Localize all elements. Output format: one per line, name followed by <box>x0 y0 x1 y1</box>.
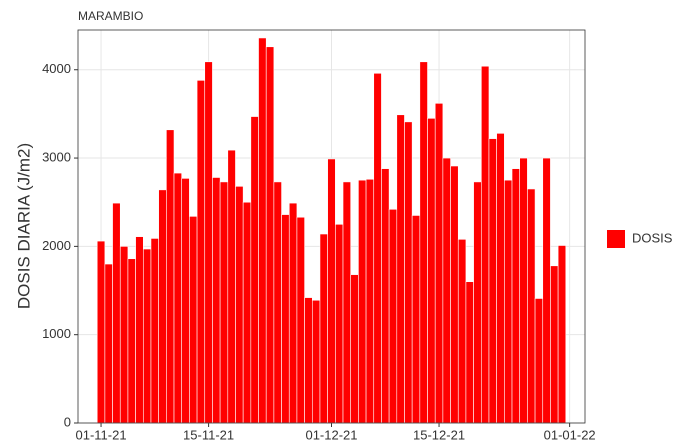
bar <box>427 118 436 424</box>
bar <box>296 216 305 424</box>
bar <box>304 297 313 424</box>
chart-title: MARAMBIO <box>78 9 143 23</box>
bar <box>127 258 136 424</box>
bar <box>219 181 229 424</box>
bar <box>204 61 213 424</box>
bar <box>227 149 236 424</box>
bar <box>457 239 467 424</box>
bar <box>166 129 175 424</box>
bar <box>373 72 382 424</box>
bar <box>281 214 290 424</box>
bar <box>135 236 144 424</box>
bar <box>388 208 398 424</box>
bar <box>189 216 198 424</box>
bar <box>311 299 321 424</box>
bar <box>181 178 190 424</box>
legend-label: DOSIS <box>632 230 673 245</box>
bar <box>442 157 451 424</box>
bar <box>288 202 298 424</box>
y-tick-label: 0 <box>64 414 71 429</box>
x-tick-label: 01-11-21 <box>76 427 127 442</box>
plot-border <box>77 29 586 424</box>
legend-swatch <box>607 230 625 248</box>
bar <box>419 61 428 424</box>
bar <box>473 181 482 424</box>
bar <box>557 245 567 424</box>
bar <box>158 189 167 424</box>
bar <box>235 186 244 424</box>
bar <box>434 103 444 424</box>
bar <box>519 157 528 424</box>
bar <box>104 263 113 424</box>
bar <box>381 168 390 424</box>
bar <box>358 179 367 424</box>
bar <box>265 46 275 424</box>
bar <box>511 168 521 424</box>
bar <box>350 274 359 424</box>
bar <box>534 298 544 424</box>
y-tick-label: 1000 <box>42 326 71 341</box>
bar <box>365 178 375 424</box>
bar <box>450 165 459 424</box>
bar <box>250 116 259 424</box>
y-tick-label: 2000 <box>42 238 71 253</box>
y-tick-label: 3000 <box>42 149 71 164</box>
bar <box>411 215 421 424</box>
bar <box>480 65 490 424</box>
bar <box>488 138 497 424</box>
x-tick-label: 01-01-22 <box>544 427 596 442</box>
bar <box>327 158 336 424</box>
bar <box>404 121 413 424</box>
bar <box>335 223 344 424</box>
bar <box>319 233 328 424</box>
x-tick-label: 15-11-21 <box>183 427 234 442</box>
bar <box>96 240 106 424</box>
bar <box>212 177 221 424</box>
bar <box>504 179 513 424</box>
bar <box>119 246 129 424</box>
bar <box>550 265 559 424</box>
bar <box>196 80 206 424</box>
x-tick-label: 15-12-21 <box>413 427 465 442</box>
bar <box>273 181 282 424</box>
bar <box>396 114 405 424</box>
bar <box>258 37 267 424</box>
x-tick-label: 01-12-21 <box>305 427 357 442</box>
bar <box>542 157 551 424</box>
bar <box>342 181 352 424</box>
bar <box>527 188 536 424</box>
y-tick-label: 4000 <box>42 61 71 76</box>
y-axis-label: DOSIS DIARIA (J/m2) <box>14 143 33 309</box>
bar <box>150 238 159 424</box>
bar <box>465 281 474 424</box>
bar <box>112 202 121 424</box>
bar <box>242 201 252 424</box>
bar <box>496 133 505 424</box>
bar <box>142 248 152 424</box>
bar <box>173 172 183 424</box>
